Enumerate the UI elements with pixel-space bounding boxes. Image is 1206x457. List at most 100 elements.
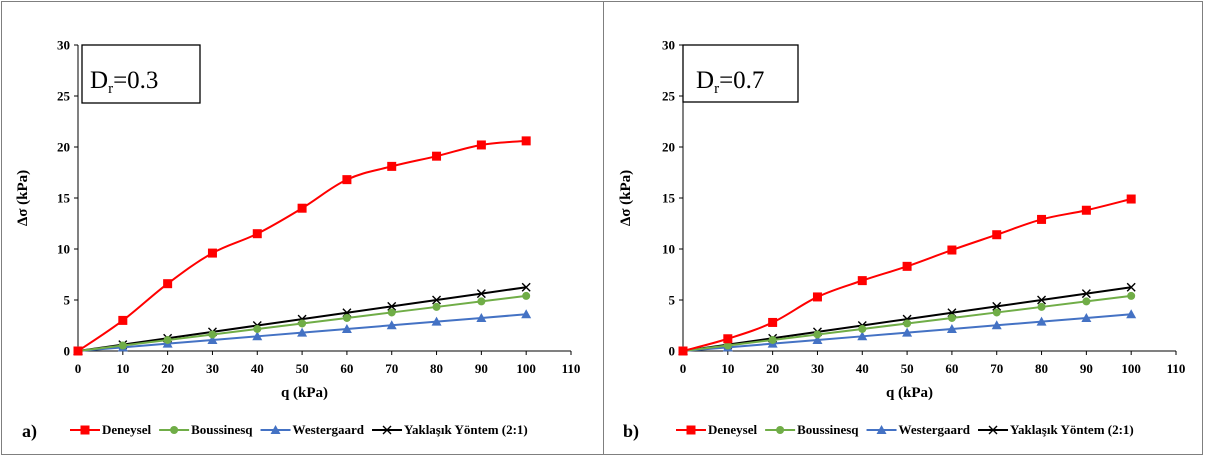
chart-panel-a: 0 5 10 15 20 25 30 0 10 20 30 40 50 60 70 80 90 100 110 q (… — [15, 38, 580, 443]
data-point — [857, 331, 868, 341]
annotation-text: Dr=0.3 — [90, 67, 158, 97]
data-point — [387, 161, 397, 171]
data-point — [902, 327, 913, 337]
x-tick-label: 90 — [1080, 361, 1093, 376]
chart-panel-b: 0 5 10 15 20 25 30 0 10 20 30 40 50 60 70 80 90 100 110 q (… — [618, 38, 1185, 443]
x-tick-label: 50 — [296, 361, 309, 376]
annotation-rest: =0.7 — [719, 67, 764, 94]
data-point — [1036, 316, 1047, 326]
data-point — [297, 327, 308, 337]
data-point — [1037, 295, 1047, 305]
legend-label: Westergaard — [293, 422, 365, 437]
x-tick-label: 40 — [856, 361, 869, 376]
data-point — [118, 341, 127, 350]
data-point — [812, 292, 822, 302]
x-tick-label: 60 — [340, 361, 353, 376]
data-point — [342, 175, 352, 185]
data-point — [992, 308, 1001, 317]
data-point — [73, 346, 83, 356]
x-tick-label: 70 — [990, 361, 1003, 376]
legend-item: Boussinesq — [765, 422, 859, 437]
data-point — [992, 230, 1002, 240]
x-tick-label: 50 — [901, 361, 914, 376]
y-tick-label: 10 — [57, 242, 70, 257]
legend-label: Yaklaşık Yöntem (2:1) — [404, 422, 528, 437]
panel-label: b) — [623, 421, 639, 442]
x-tick-label: 60 — [945, 361, 958, 376]
data-point — [813, 330, 822, 339]
y-tick-label: 0 — [64, 344, 71, 359]
x-tick-label: 90 — [475, 361, 488, 376]
x-tick-label: 110 — [1167, 361, 1186, 376]
data-point — [253, 324, 262, 333]
data-point — [252, 331, 263, 341]
x-tick-label: 0 — [680, 361, 687, 376]
data-point — [723, 341, 732, 350]
legend-marker — [382, 425, 392, 435]
data-point — [476, 289, 486, 299]
panel-label: a) — [22, 421, 37, 442]
data-point — [1082, 297, 1091, 306]
data-point — [991, 320, 1002, 330]
legend-marker — [876, 425, 887, 434]
data-point — [207, 334, 218, 344]
data-point — [1126, 309, 1137, 319]
data-point — [992, 301, 1002, 311]
x-tick-label: 40 — [251, 361, 264, 376]
legend-item: Yaklaşık Yöntem (2:1) — [978, 422, 1134, 437]
data-point — [1081, 289, 1091, 299]
legend-marker — [170, 426, 179, 434]
x-tick-label: 110 — [562, 361, 581, 376]
legend-item: Westergaard — [260, 422, 365, 437]
data-point — [476, 312, 487, 322]
data-point — [768, 335, 777, 344]
data-point — [432, 151, 442, 161]
data-point — [678, 346, 688, 356]
data-point — [341, 323, 352, 333]
data-point — [208, 330, 217, 339]
x-tick-label: 20 — [161, 361, 174, 376]
legend-item: Deneysel — [676, 422, 757, 437]
y-tick-label: 5 — [64, 293, 71, 308]
legend-item: Boussinesq — [159, 422, 253, 437]
data-point — [298, 319, 307, 328]
data-point — [431, 316, 442, 326]
data-point — [902, 261, 912, 271]
data-point — [521, 309, 532, 319]
data-point — [477, 297, 486, 306]
data-point — [1037, 302, 1046, 311]
data-point — [386, 320, 397, 330]
panel-divider — [603, 1, 604, 455]
data-point — [163, 335, 172, 344]
legend-label: Yaklaşık Yöntem (2:1) — [1010, 422, 1134, 437]
x-tick-label: 70 — [385, 361, 398, 376]
data-point — [946, 323, 957, 333]
y-tick-label: 0 — [669, 344, 676, 359]
data-point — [858, 324, 867, 333]
data-point — [857, 276, 867, 286]
data-point — [903, 319, 912, 328]
x-tick-label: 30 — [206, 361, 219, 376]
annotation-main: D — [90, 67, 108, 94]
x-tick-label: 0 — [75, 361, 82, 376]
data-point — [947, 313, 956, 322]
y-tick-label: 25 — [57, 89, 71, 104]
y-tick-label: 30 — [57, 38, 70, 53]
y-tick-label: 25 — [662, 89, 676, 104]
y-tick-label: 20 — [57, 140, 70, 155]
legend-item: Deneysel — [70, 422, 151, 437]
x-axis-title: q (kPa) — [281, 385, 328, 401]
data-point — [207, 248, 217, 258]
y-tick-label: 20 — [662, 140, 675, 155]
data-point — [252, 229, 262, 239]
series-boussinesq — [679, 291, 1136, 355]
y-tick-label: 30 — [662, 38, 675, 53]
x-tick-label: 10 — [116, 361, 129, 376]
y-tick-label: 15 — [57, 191, 71, 206]
legend-marker — [988, 425, 998, 435]
data-point — [768, 317, 778, 327]
x-axis-title: q (kPa) — [886, 385, 933, 401]
data-point — [812, 334, 823, 344]
